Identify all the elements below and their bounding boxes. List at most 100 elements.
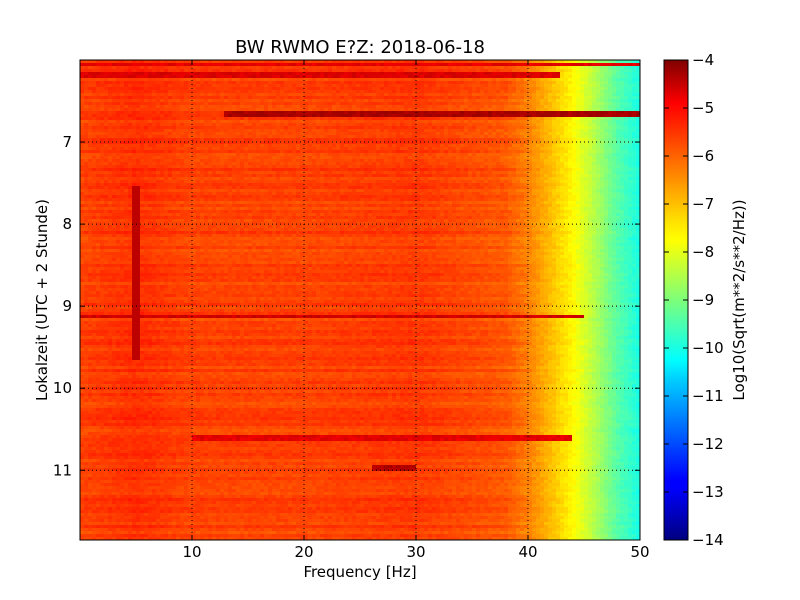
heatmap-cell xyxy=(144,87,149,91)
heatmap-cell xyxy=(296,96,301,100)
heatmap-cell xyxy=(496,75,501,79)
heatmap-cell xyxy=(520,72,525,76)
heatmap-cell xyxy=(520,105,525,109)
heatmap-cell xyxy=(112,84,117,88)
heatmap-cell xyxy=(160,72,165,76)
heatmap-cell xyxy=(300,93,305,97)
heatmap-cell xyxy=(372,78,377,82)
heatmap-cell xyxy=(80,60,85,64)
heatmap-cell xyxy=(200,72,205,76)
heatmap-cell xyxy=(448,63,453,67)
heatmap-cell xyxy=(612,105,617,109)
heatmap-cell xyxy=(584,105,589,109)
heatmap-cell xyxy=(612,93,617,97)
heatmap-cell xyxy=(264,66,269,70)
heatmap-cell xyxy=(108,75,113,79)
heatmap-cell xyxy=(100,69,105,73)
heatmap-cell xyxy=(412,81,417,85)
heatmap-cell xyxy=(96,63,101,67)
heatmap-cell xyxy=(412,96,417,100)
heatmap-cell xyxy=(480,72,485,76)
heatmap-cell xyxy=(572,81,577,85)
heatmap-cell xyxy=(452,78,457,82)
heatmap-cell xyxy=(512,78,517,82)
heatmap-cell xyxy=(192,63,197,67)
heatmap-cell xyxy=(508,69,513,73)
heatmap-cell xyxy=(136,90,141,94)
heatmap-cell xyxy=(596,105,601,109)
heatmap-cell xyxy=(536,96,541,100)
heatmap-cell xyxy=(244,96,249,100)
heatmap-cell xyxy=(292,81,297,85)
heatmap-cell xyxy=(112,96,117,100)
heatmap-cell xyxy=(104,87,109,91)
heatmap-cell xyxy=(588,63,593,67)
heatmap-cell xyxy=(364,102,369,106)
heatmap-cell xyxy=(140,60,145,64)
heatmap-cell xyxy=(112,72,117,76)
heatmap-cell xyxy=(228,87,233,91)
heatmap-cell xyxy=(132,69,137,73)
heatmap-cell xyxy=(140,99,145,103)
heatmap-cell xyxy=(316,78,321,82)
heatmap-cell xyxy=(576,90,581,94)
heatmap-cell xyxy=(204,105,209,109)
heatmap-cell xyxy=(576,87,581,91)
heatmap-cell xyxy=(104,84,109,88)
heatmap-cell xyxy=(332,93,337,97)
heatmap-cell xyxy=(548,72,553,76)
heatmap-cell xyxy=(348,90,353,94)
heatmap-cell xyxy=(164,105,169,109)
heatmap-cell xyxy=(424,69,429,73)
heatmap-cell xyxy=(552,99,557,103)
heatmap-cell xyxy=(108,66,113,70)
heatmap-cell xyxy=(332,90,337,94)
heatmap-cell xyxy=(632,66,637,70)
heatmap-cell xyxy=(404,105,409,109)
heatmap-cell xyxy=(92,90,97,94)
heatmap-cell xyxy=(176,60,181,64)
heatmap-cell xyxy=(244,105,249,109)
heatmap-cell xyxy=(156,75,161,79)
heatmap-cell xyxy=(116,102,121,106)
heatmap-cell xyxy=(488,87,493,91)
heatmap-cell xyxy=(612,78,617,82)
heatmap-cell xyxy=(168,75,173,79)
heatmap-cell xyxy=(236,78,241,82)
heatmap-cell xyxy=(580,81,585,85)
heatmap-cell xyxy=(516,84,521,88)
heatmap-cell xyxy=(448,81,453,85)
heatmap-cell xyxy=(532,87,537,91)
heatmap-cell xyxy=(368,81,373,85)
heatmap-cell xyxy=(232,105,237,109)
heatmap-cell xyxy=(312,78,317,82)
heatmap-cell xyxy=(408,75,413,79)
heatmap-cell xyxy=(372,93,377,97)
heatmap-cell xyxy=(580,87,585,91)
heatmap-cell xyxy=(412,69,417,73)
heatmap-cell xyxy=(552,90,557,94)
heatmap-cell xyxy=(80,63,85,67)
heatmap-cell xyxy=(316,102,321,106)
heatmap-cell xyxy=(252,102,257,106)
heatmap-cell xyxy=(304,72,309,76)
heatmap-cell xyxy=(548,93,553,97)
heatmap-cell xyxy=(420,96,425,100)
heatmap-cell xyxy=(444,102,449,106)
heatmap-cell xyxy=(580,90,585,94)
heatmap-cell xyxy=(500,84,505,88)
heatmap-cell xyxy=(88,66,93,70)
heatmap-cell xyxy=(328,60,333,64)
heatmap-cell xyxy=(624,105,629,109)
heatmap-cell xyxy=(268,63,273,67)
heatmap-cell xyxy=(340,87,345,91)
heatmap-cell xyxy=(436,99,441,103)
heatmap-cell xyxy=(188,81,193,85)
heatmap-cell xyxy=(412,66,417,70)
heatmap-cell xyxy=(632,99,637,103)
heatmap-cell xyxy=(508,66,513,70)
heatmap-cell xyxy=(356,105,361,109)
heatmap-cell xyxy=(124,105,129,109)
heatmap-cell xyxy=(120,66,125,70)
heatmap-cell xyxy=(320,99,325,103)
